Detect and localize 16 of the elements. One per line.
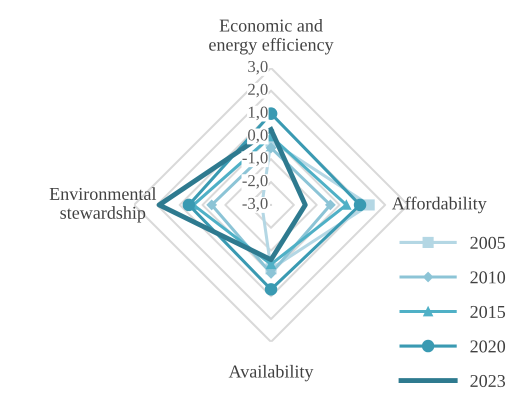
y-tick-label: -3,0 (242, 198, 268, 212)
spoke-label: Environmental stewardship (50, 187, 156, 223)
legend-label: 2015 (470, 306, 506, 318)
y-tick-label: 2,0 (248, 84, 268, 98)
spoke-label: Availability (228, 364, 314, 382)
legend-label: 2005 (470, 236, 506, 249)
y-tick-label: 0,0 (248, 129, 268, 144)
y-tick-label: 3,0 (248, 60, 268, 75)
spoke-label: Economic and energy efficiency (209, 18, 334, 54)
y-tick-label: -2,0 (242, 175, 268, 189)
legend-label: 2023 (470, 374, 506, 388)
legend-label: 2010 (470, 271, 506, 284)
y-tick-label: -1,0 (242, 152, 268, 166)
y-tick-label: 1,0 (248, 106, 268, 120)
legend-label: 2020 (470, 340, 506, 353)
spoke-label: Affordability (392, 196, 487, 214)
